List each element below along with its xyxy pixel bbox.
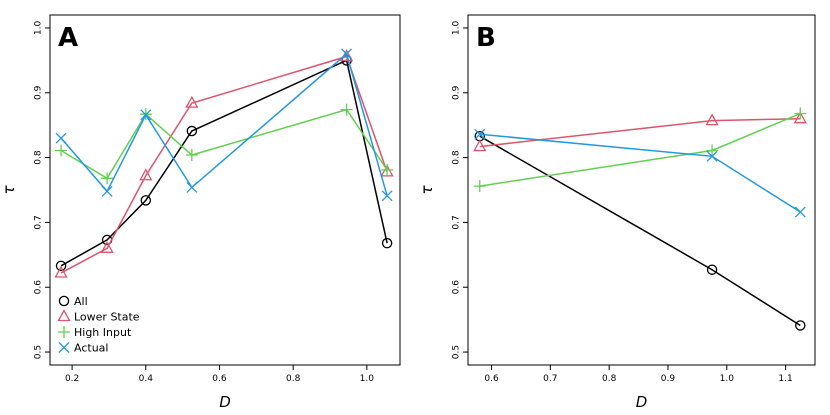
series-high-input	[473, 107, 807, 193]
x-tick-label: 0.8	[286, 374, 301, 384]
series-all	[55, 55, 393, 272]
x-axis-title: D	[636, 393, 648, 411]
data-point-actual	[101, 185, 113, 197]
data-point-actual	[794, 206, 806, 218]
y-tick-label: 0.8	[34, 150, 44, 165]
series-line-actual	[60, 52, 388, 197]
series-line-actual	[479, 133, 801, 213]
x-tick-label: 0.7	[543, 374, 557, 384]
y-axis-title: τ	[418, 185, 436, 195]
data-point-all	[795, 320, 806, 331]
legend-label-high-input: High Input	[74, 326, 132, 339]
panel-label: B	[476, 23, 496, 53]
x-tick-label: 1.1	[778, 374, 792, 384]
y-tick-label: 1.0	[34, 21, 44, 36]
data-point-high-input	[706, 144, 719, 157]
data-point-all	[140, 195, 152, 206]
series-high-input	[55, 103, 394, 185]
data-point-actual	[706, 150, 718, 162]
series-line-high-input	[60, 108, 388, 180]
data-point-lower-state	[793, 111, 807, 124]
data-point-all	[706, 264, 718, 275]
series-actual	[474, 128, 806, 218]
x-tick-label: 0.9	[661, 374, 676, 384]
x-axis-title: D	[219, 393, 231, 411]
series-all	[474, 130, 806, 331]
data-point-actual	[381, 190, 393, 202]
data-point-lower-state	[54, 265, 68, 278]
y-tick-label: 0.6	[34, 280, 44, 295]
panel-b: 0.6 0.7 0.8 0.9 1.0 1.1 0.5 0.6 0.7 0.8 0.9 1.0 Dτ B	[418, 14, 816, 411]
x-tick-label: 0.6	[484, 374, 499, 384]
legend-marker-high-input	[58, 326, 70, 338]
panel-label: A	[58, 23, 78, 53]
data-point-actual	[55, 132, 67, 144]
y-axis-title: τ	[0, 185, 18, 195]
data-point-high-input	[55, 144, 68, 157]
x-tick-label: 1.0	[360, 374, 375, 384]
legend-label-all: All	[74, 295, 88, 308]
data-point-all	[381, 237, 393, 249]
x-tick-label: 0.2	[65, 374, 79, 384]
x-tick-label: 0.8	[602, 374, 617, 384]
data-point-high-input	[473, 180, 486, 193]
plot-frame	[49, 14, 401, 366]
y-tick-label: 0.7	[34, 215, 44, 229]
x-tick-label: 1.0	[720, 374, 735, 384]
data-point-high-input	[381, 163, 394, 176]
data-point-all	[55, 260, 67, 272]
y-tick-label: 0.5	[452, 345, 462, 359]
x-tick-label: 0.6	[212, 374, 227, 384]
panel-a: 0.2 0.4 0.6 0.8 1.0 0.5 0.6 0.7 0.8 0.9 1.0 Dτ A All L…	[0, 14, 401, 411]
y-tick-label: 1.0	[452, 21, 462, 36]
series-line-lower-state	[60, 55, 388, 274]
x-tick-label: 0.4	[139, 374, 154, 384]
y-tick-label: 0.6	[452, 280, 462, 295]
legend-marker-actual	[58, 342, 70, 353]
data-point-all	[186, 125, 198, 137]
data-point-lower-state	[100, 240, 114, 253]
series-lower-state	[473, 111, 807, 152]
data-point-lower-state	[139, 168, 153, 181]
legend-marker-all	[58, 295, 70, 307]
data-point-high-input	[340, 103, 353, 116]
y-tick-label: 0.5	[34, 345, 44, 359]
data-point-high-input	[185, 149, 198, 161]
y-tick-label: 0.9	[452, 85, 462, 100]
series-line-all	[60, 59, 388, 267]
legend-marker-lower-state	[57, 309, 71, 322]
data-point-actual	[341, 48, 353, 60]
y-tick-label: 0.8	[452, 150, 462, 165]
data-point-lower-state	[705, 113, 719, 126]
data-point-high-input	[101, 172, 114, 185]
series-actual	[55, 48, 393, 202]
data-point-lower-state	[185, 95, 199, 108]
series-line-all	[479, 135, 801, 327]
data-point-actual	[186, 181, 198, 193]
data-point-actual	[140, 109, 152, 121]
data-point-lower-state	[473, 139, 487, 152]
y-tick-label: 0.7	[452, 215, 462, 229]
series-lower-state	[54, 49, 394, 278]
legend: All Lower State High Input Actual	[57, 295, 140, 355]
legend-label-lower-state: Lower State	[74, 311, 140, 324]
legend-label-actual: Actual	[74, 342, 108, 355]
y-tick-label: 0.9	[34, 85, 44, 100]
data-point-actual	[474, 128, 486, 140]
series-line-lower-state	[479, 117, 801, 148]
data-point-high-input	[794, 107, 807, 120]
plot-frame	[467, 14, 816, 366]
